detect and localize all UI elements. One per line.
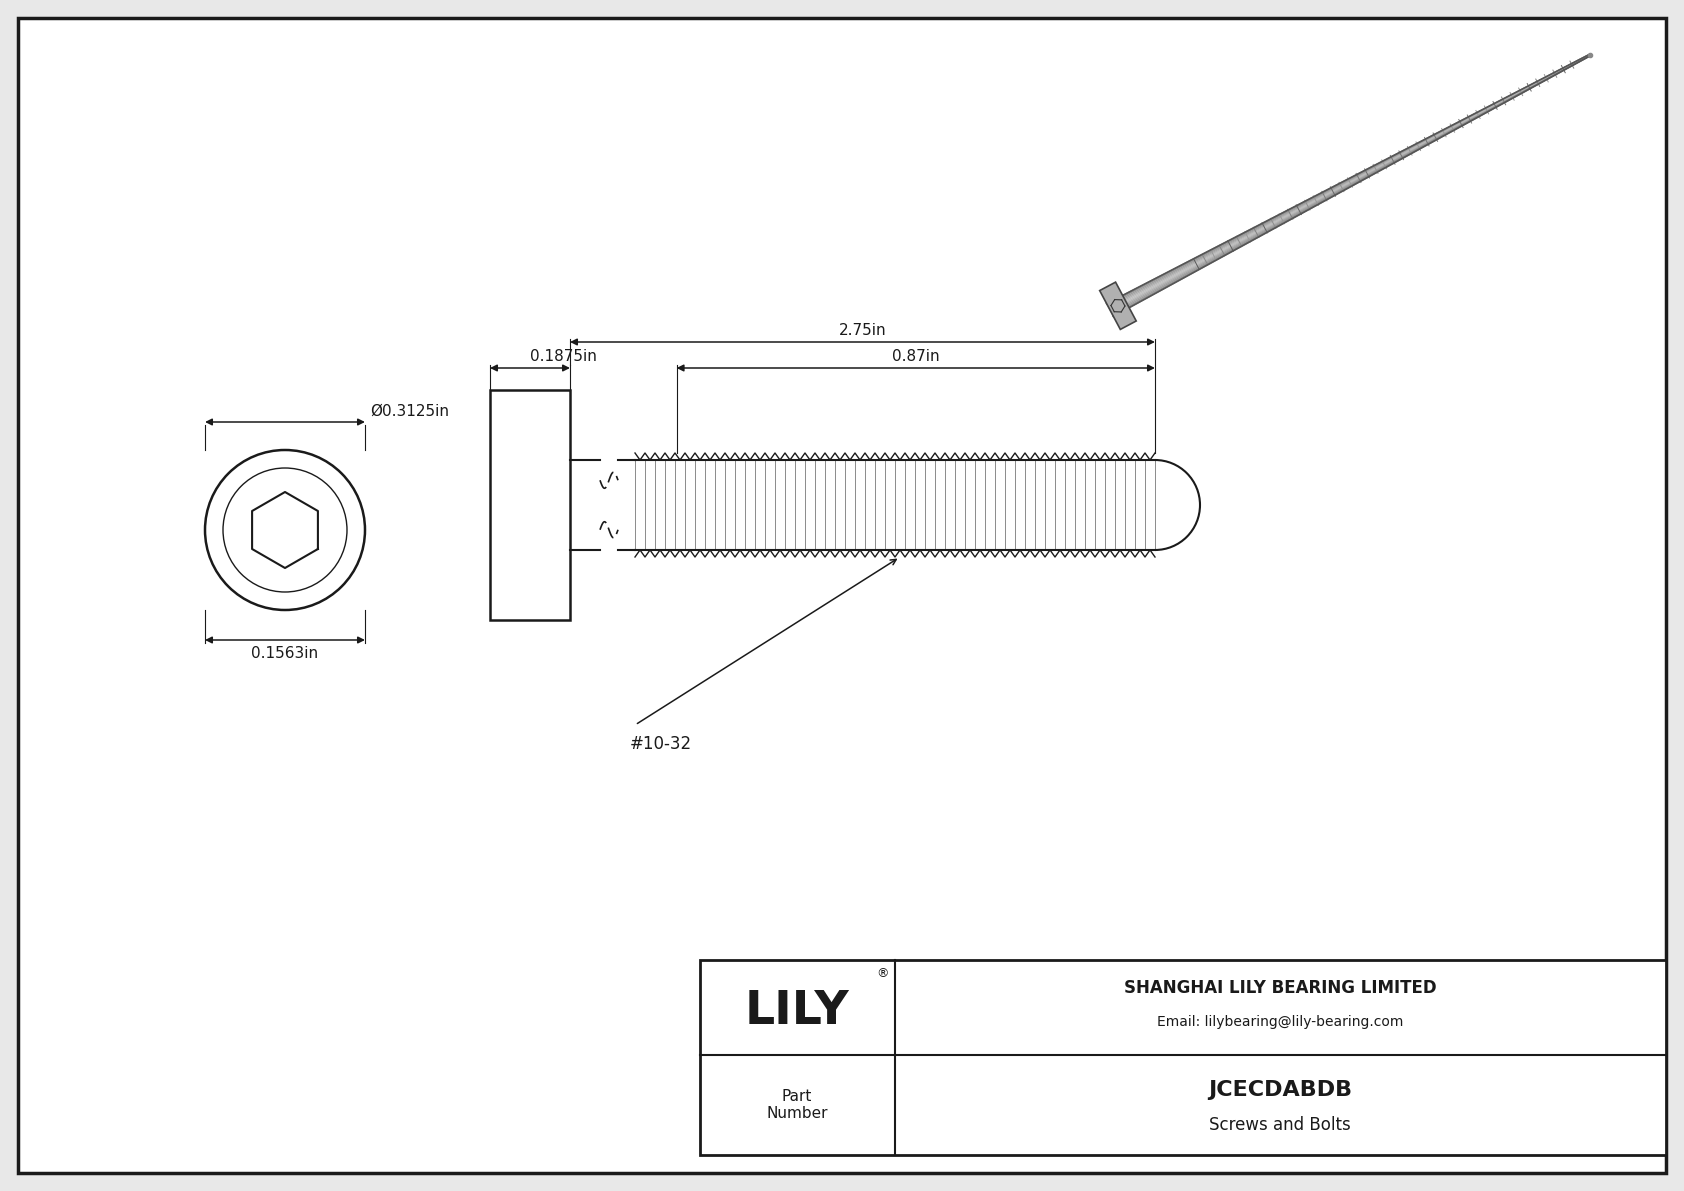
- FancyArrowPatch shape: [571, 339, 1154, 344]
- FancyArrowPatch shape: [207, 419, 364, 425]
- Bar: [701, 960, 1665, 1155]
- FancyArrowPatch shape: [207, 637, 364, 643]
- Text: ®: ®: [877, 967, 889, 980]
- Text: 2.75in: 2.75in: [839, 323, 886, 338]
- FancyArrowPatch shape: [679, 366, 1154, 370]
- Text: LILY: LILY: [744, 990, 849, 1035]
- FancyArrowPatch shape: [492, 366, 568, 370]
- Text: Part
Number: Part Number: [766, 1089, 829, 1121]
- Text: 0.1563in: 0.1563in: [251, 646, 318, 661]
- Text: 0.1875in: 0.1875in: [530, 349, 596, 364]
- Text: #10-32: #10-32: [630, 735, 692, 753]
- Text: Ø0.3125in: Ø0.3125in: [370, 404, 450, 419]
- Text: JCECDABDB: JCECDABDB: [1207, 1080, 1352, 1100]
- Polygon shape: [1100, 282, 1137, 330]
- Bar: [490, 389, 569, 621]
- Text: SHANGHAI LILY BEARING LIMITED: SHANGHAI LILY BEARING LIMITED: [1123, 979, 1436, 997]
- Text: Screws and Bolts: Screws and Bolts: [1209, 1116, 1351, 1134]
- Text: Email: lilybearing@lily-bearing.com: Email: lilybearing@lily-bearing.com: [1157, 1015, 1403, 1029]
- Text: 0.87in: 0.87in: [893, 349, 940, 364]
